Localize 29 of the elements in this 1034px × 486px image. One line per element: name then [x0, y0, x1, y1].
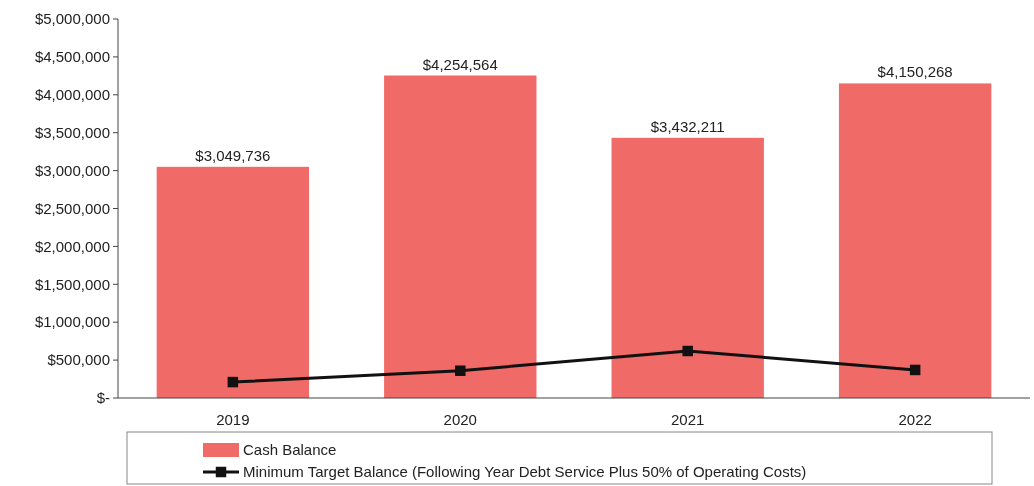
data-label: $3,432,211	[650, 117, 725, 135]
data-label: $4,254,564	[422, 55, 498, 73]
legend-label: Cash Balance	[243, 441, 337, 459]
y-tick-label: $2,500,000	[34, 199, 110, 217]
y-tick-label: $4,000,000	[34, 86, 110, 104]
data-label: $4,150,268	[877, 63, 953, 81]
point	[909, 364, 921, 376]
point	[227, 376, 239, 388]
y-tick-label: $5,000,000	[34, 10, 110, 28]
legend-label: Minimum Target Balance (Following Year Debt Service Plus 50% of Operating Costs)	[243, 463, 807, 481]
y-tick-label: $3,500,000	[34, 123, 110, 141]
x-tick-label: 2021	[671, 411, 705, 428]
data-label: $3,049,736	[195, 146, 271, 164]
bar	[838, 83, 992, 398]
y-tick-label: $500,000	[47, 351, 110, 369]
y-tick-label: $1,500,000	[34, 275, 110, 293]
x-tick-label: 2022	[898, 411, 932, 428]
x-tick-label: 2020	[443, 411, 477, 428]
bar	[384, 75, 537, 398]
y-tick-label: $2,000,000	[34, 237, 110, 255]
y-tick-label: $-	[96, 389, 110, 407]
y-tick-label: $3,000,000	[34, 161, 110, 179]
y-tick-label: $4,500,000	[34, 48, 110, 66]
point	[682, 345, 693, 357]
bar	[156, 166, 310, 398]
bar	[611, 137, 764, 398]
x-tick-label: 2019	[216, 411, 250, 428]
point	[455, 365, 466, 376]
y-tick-label: $1,000,000	[34, 313, 110, 331]
